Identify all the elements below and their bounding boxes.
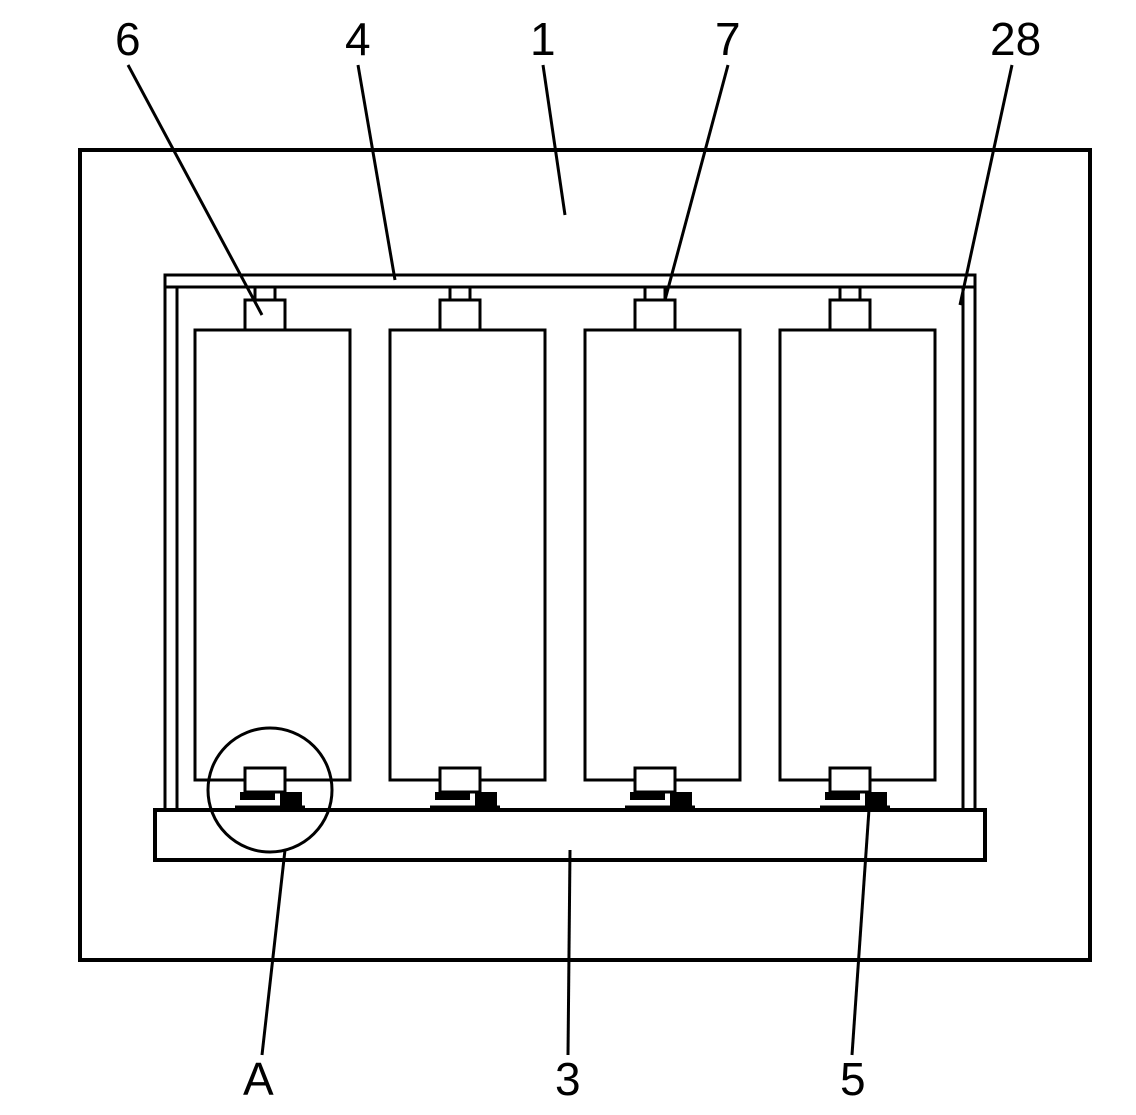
label-7: 7 [715,13,741,65]
panel-2 [390,330,545,780]
label-A: A [243,1053,274,1105]
top-connector-4 [830,287,870,330]
bottom-connector-1 [235,768,305,807]
leader-1 [543,65,565,215]
leader-5 [852,795,870,1055]
top-rail [165,275,975,287]
bottom-connector-4 [820,768,890,807]
panel-1 [195,330,350,780]
label-1: 1 [530,13,556,65]
leader-A [262,850,285,1055]
leader-6 [128,65,262,315]
left-post [165,287,177,810]
top-connector-2 [440,287,480,330]
leader-7 [665,65,728,300]
leader-4 [358,65,395,280]
label-28: 28 [990,13,1041,65]
label-5: 5 [840,1053,866,1105]
panel-3 [585,330,740,780]
bottom-connector-3 [625,768,695,807]
label-3: 3 [555,1053,581,1105]
top-connector-3 [635,287,675,330]
right-post [963,287,975,810]
label-6: 6 [115,13,141,65]
panel-4 [780,330,935,780]
label-4: 4 [345,13,371,65]
leader-28 [960,65,1012,305]
leader-3 [568,850,570,1055]
diagram-canvas: 6 4 1 7 28 A 3 5 [0,0,1136,1115]
bottom-connector-2 [430,768,500,807]
